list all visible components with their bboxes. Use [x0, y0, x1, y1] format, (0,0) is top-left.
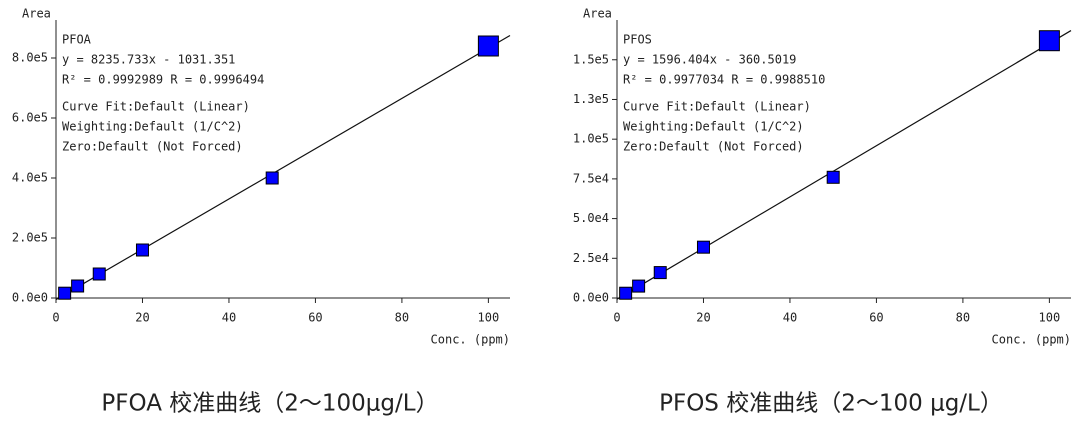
x-tick-label: 20 — [135, 311, 149, 325]
annotation: Curve Fit:Default (Linear) — [62, 100, 250, 114]
data-point — [265, 171, 279, 185]
y-tick-label: 1.5e5 — [573, 52, 609, 66]
fit-line — [616, 30, 1072, 300]
annotation: y = 1596.404x - 360.5019 — [623, 53, 796, 67]
y-tick-label: 5.0e4 — [573, 211, 609, 225]
annotation: Zero:Default (Not Forced) — [62, 140, 243, 154]
data-point — [92, 267, 106, 281]
x-axis-label: Conc. (ppm) — [992, 333, 1071, 347]
x-tick-label: 80 — [395, 311, 409, 325]
x-tick-label: 100 — [1039, 311, 1061, 325]
data-point — [826, 170, 840, 184]
data-point — [71, 279, 85, 293]
x-tick-label: 0 — [613, 311, 620, 325]
caption: PFOS 校准曲线（2～100 μg/L） — [659, 391, 1003, 417]
data-point — [632, 279, 646, 293]
annotation: Weighting:Default (1/C^2) — [623, 120, 804, 134]
data-point — [58, 286, 72, 300]
annotation: R² = 0.9977034 R = 0.9988510 — [623, 73, 825, 87]
y-tick-label: 8.0e5 — [12, 51, 48, 65]
data-point — [653, 266, 667, 280]
y-tick-label: 4.0e5 — [12, 171, 48, 185]
annotation: PFOA — [62, 33, 92, 47]
x-tick-label: 100 — [478, 311, 500, 325]
annotation: y = 8235.733x - 1031.351 — [62, 53, 235, 67]
x-tick-label: 40 — [222, 311, 236, 325]
annotation: Zero:Default (Not Forced) — [623, 140, 804, 154]
x-tick-label: 40 — [783, 311, 797, 325]
y-tick-label: 1.3e5 — [573, 92, 609, 106]
y-tick-label: 7.5e4 — [573, 171, 609, 185]
y-tick-label: 2.0e5 — [12, 231, 48, 245]
y-axis-label: Area — [583, 7, 612, 21]
x-tick-label: 20 — [696, 311, 710, 325]
y-tick-label: 6.0e5 — [12, 111, 48, 125]
data-point — [1038, 30, 1060, 52]
x-tick-label: 0 — [52, 311, 59, 325]
y-tick-label: 0.0e0 — [573, 291, 609, 305]
data-point — [477, 35, 499, 57]
x-tick-label: 80 — [956, 311, 970, 325]
y-tick-label: 0.0e0 — [12, 291, 48, 305]
annotation: PFOS — [623, 33, 652, 47]
data-point — [696, 240, 710, 254]
data-point — [135, 243, 149, 257]
annotation: Weighting:Default (1/C^2) — [62, 120, 243, 134]
y-tick-label: 2.5e4 — [573, 251, 609, 265]
x-tick-label: 60 — [308, 311, 322, 325]
caption: PFOA 校准曲线（2～100μg/L） — [101, 391, 438, 417]
fit-line — [55, 35, 511, 301]
annotation: R² = 0.9992989 R = 0.9996494 — [62, 73, 264, 87]
x-axis-label: Conc. (ppm) — [431, 333, 510, 347]
x-tick-label: 60 — [869, 311, 883, 325]
y-axis-label: Area — [22, 7, 51, 21]
annotation: Curve Fit:Default (Linear) — [623, 100, 811, 114]
data-point — [619, 286, 633, 300]
y-tick-label: 1.0e5 — [573, 132, 609, 146]
